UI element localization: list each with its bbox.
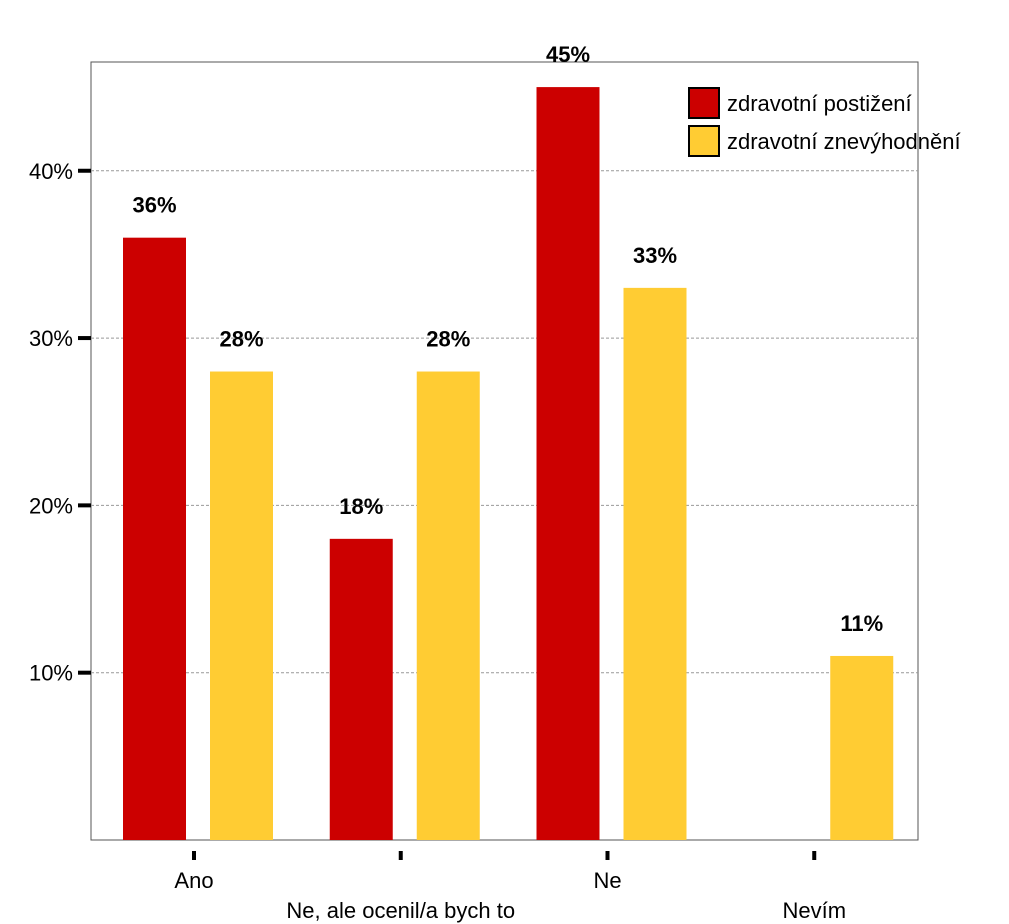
- data-label: 45%: [546, 42, 590, 67]
- bar: [416, 371, 480, 840]
- data-label: 18%: [339, 494, 383, 519]
- bar: [536, 87, 600, 840]
- bar: [623, 287, 687, 840]
- y-tick-label: 10%: [29, 661, 73, 686]
- y-tick-label: 20%: [29, 493, 73, 518]
- data-label: 33%: [633, 243, 677, 268]
- x-tick-label: Ne: [593, 868, 621, 893]
- bar: [830, 655, 894, 840]
- legend-label: zdravotní postižení: [727, 91, 912, 116]
- bar: [210, 371, 273, 840]
- legend-swatch: [688, 87, 720, 119]
- legend-label: zdravotní znevýhodnění: [727, 129, 961, 154]
- bar: [123, 237, 186, 840]
- data-label: 28%: [426, 327, 470, 352]
- plot-area: [90, 61, 919, 841]
- x-tick-label: Ano: [174, 868, 213, 893]
- legend-swatch: [688, 125, 720, 157]
- y-tick-label: 40%: [29, 159, 73, 184]
- data-label: 28%: [219, 327, 263, 352]
- x-tick-label: Ne, ale ocenil/a bych to: [286, 898, 515, 923]
- data-label: 11%: [840, 611, 883, 636]
- data-label: 36%: [132, 193, 176, 218]
- x-tick-label: Nevím: [782, 898, 846, 923]
- y-tick-label: 30%: [29, 326, 73, 351]
- bar: [329, 538, 393, 840]
